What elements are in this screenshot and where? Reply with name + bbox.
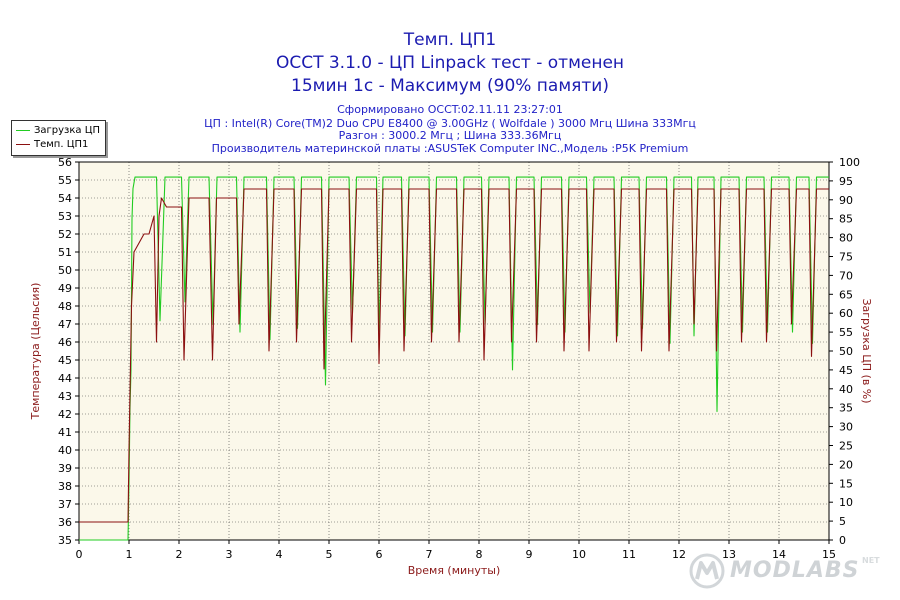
legend-item-load: Загрузка ЦП — [16, 124, 100, 137]
legend-label-temp: Темп. ЦП1 — [34, 139, 89, 150]
x-tick-label: 14 — [772, 548, 786, 561]
plot-frame — [78, 161, 830, 541]
y-left-tick-label: 37 — [58, 498, 72, 511]
legend-swatch-load — [16, 129, 30, 131]
y-right-tick-label: 10 — [839, 496, 853, 509]
x-axis-label: Время (минуты) — [408, 564, 501, 577]
y-left-tick-label: 46 — [58, 336, 72, 349]
y-left-axis-label: Температура (Цельсия) — [29, 283, 42, 421]
y-right-tick-label: 75 — [839, 251, 853, 264]
y-right-tick-label: 100 — [839, 156, 860, 169]
legend-item-temp: Темп. ЦП1 — [16, 138, 88, 151]
x-tick-label: 10 — [572, 548, 586, 561]
x-tick-label: 1 — [126, 548, 133, 561]
x-tick-label: 15 — [822, 548, 836, 561]
x-tick-label: 2 — [176, 548, 183, 561]
y-right-tick-label: 85 — [839, 213, 853, 226]
chart-subtitle-test: OCCT 3.1.0 - ЦП Linpack тест - отменен — [275, 53, 625, 73]
x-tick-label: 8 — [476, 548, 483, 561]
watermark-suffix: NET — [862, 556, 880, 565]
y-right-tick-label: 55 — [839, 326, 853, 339]
y-left-tick-label: 50 — [58, 264, 72, 277]
info-cpu: ЦП : Intel(R) Core(TM)2 Duo CPU E8400 @ … — [204, 117, 696, 130]
x-tick-label: 0 — [76, 548, 83, 561]
y-right-tick-label: 15 — [839, 477, 853, 490]
x-tick-label: 9 — [526, 548, 533, 561]
y-left-tick-label: 45 — [58, 354, 72, 367]
y-left-tick-label: 38 — [58, 480, 72, 493]
x-tick-label: 4 — [276, 548, 283, 561]
legend-swatch-temp — [16, 143, 30, 145]
y-left-tick-label: 55 — [58, 174, 72, 187]
y-right-tick-label: 5 — [839, 515, 846, 528]
y-right-tick-label: 80 — [839, 232, 853, 245]
y-right-tick-label: 20 — [839, 458, 853, 471]
x-tick-label: 6 — [376, 548, 383, 561]
y-left-tick-label: 51 — [58, 246, 72, 259]
y-right-tick-label: 30 — [839, 421, 853, 434]
y-left-tick-label: 49 — [58, 282, 72, 295]
y-left-tick-label: 53 — [58, 210, 72, 223]
x-tick-label: 3 — [226, 548, 233, 561]
legend-label-load: Загрузка ЦП — [34, 125, 101, 136]
y-left-tick-label: 42 — [58, 408, 72, 421]
info-generated: Сформировано OCCT:02.11.11 23:27:01 — [337, 103, 563, 116]
y-left-tick-label: 35 — [58, 534, 72, 547]
watermark-text: MODLABS — [730, 558, 860, 583]
x-tick-label: 12 — [672, 548, 686, 561]
y-right-tick-label: 65 — [839, 288, 853, 301]
y-right-tick-label: 25 — [839, 440, 853, 453]
y-right-tick-label: 45 — [839, 364, 853, 377]
series-temp-line — [79, 188, 829, 523]
x-tick-label: 7 — [426, 548, 433, 561]
y-right-tick-label: 60 — [839, 307, 853, 320]
y-left-tick-label: 41 — [58, 426, 72, 439]
y-left-tick-label: 39 — [58, 462, 72, 475]
chart-title: Темп. ЦП1 — [403, 30, 497, 50]
y-right-tick-label: 90 — [839, 194, 853, 207]
y-left-tick-label: 48 — [58, 300, 72, 313]
plot-area — [79, 162, 829, 540]
chart-subtitle-duration: 15мин 1с - Максимум (90% памяти) — [291, 76, 609, 96]
y-left-tick-label: 44 — [58, 372, 72, 385]
y-left-tick-label: 54 — [58, 192, 72, 205]
watermark: MODLABS NET — [686, 552, 896, 590]
y-left-tick-label: 43 — [58, 390, 72, 403]
y-right-tick-label: 0 — [839, 534, 846, 547]
y-right-tick-label: 40 — [839, 383, 853, 396]
chart-legend: Загрузка ЦП Темп. ЦП1 — [11, 120, 106, 156]
y-right-tick-label: 70 — [839, 269, 853, 282]
info-motherboard: Производитель материнской платы :ASUSTeK… — [211, 142, 689, 155]
y-left-tick-label: 52 — [58, 228, 72, 241]
y-left-tick-label: 40 — [58, 444, 72, 457]
y-right-tick-label: 35 — [839, 402, 853, 415]
y-right-tick-label: 50 — [839, 345, 853, 358]
y-left-tick-label: 36 — [58, 516, 72, 529]
y-left-tick-label: 56 — [58, 156, 72, 169]
y-right-tick-label: 95 — [839, 175, 853, 188]
x-tick-label: 13 — [722, 548, 736, 561]
x-tick-label: 5 — [326, 548, 333, 561]
y-left-tick-label: 47 — [58, 318, 72, 331]
y-right-axis-label: Загрузка ЦП (в %) — [860, 298, 873, 403]
modlabs-logo — [689, 553, 725, 589]
info-overclock: Разгон : 3000.2 Мгц ; Шина 333.36Мгц — [338, 129, 562, 142]
x-tick-label: 11 — [622, 548, 636, 561]
